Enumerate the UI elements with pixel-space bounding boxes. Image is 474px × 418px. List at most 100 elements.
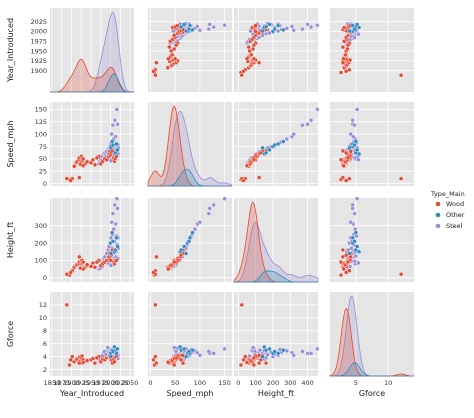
point-other — [190, 230, 195, 235]
point-other — [114, 235, 119, 241]
point-wood — [250, 46, 256, 52]
point-wood — [338, 70, 344, 75]
point-wood — [338, 259, 344, 265]
row-tick-label: 1925 — [30, 57, 47, 65]
point-steel — [206, 349, 211, 354]
panel-background — [148, 8, 232, 92]
point-wood — [398, 72, 404, 78]
row-axis-label: Gforce — [6, 321, 15, 347]
point-other — [110, 349, 116, 354]
point-wood — [79, 353, 85, 359]
point-steel — [197, 353, 203, 358]
col-tick-label: 2000 — [102, 379, 119, 387]
panel-background — [50, 102, 134, 186]
point-wood — [166, 56, 171, 61]
point-wood — [77, 175, 82, 180]
col-tick-label: 1950 — [83, 379, 100, 387]
point-wood — [90, 260, 96, 266]
point-other — [267, 22, 272, 27]
point-wood — [246, 44, 251, 50]
point-wood — [94, 155, 100, 161]
point-wood — [170, 52, 175, 58]
row-tick-label: 0 — [43, 274, 47, 282]
panel-Speed_mph-vs-Height_ft — [234, 102, 320, 186]
point-other — [272, 349, 277, 354]
point-steel — [352, 211, 357, 216]
point-wood — [249, 52, 254, 58]
point-wood — [92, 162, 98, 167]
row-tick-label: 100 — [35, 130, 47, 138]
point-steel — [206, 211, 211, 216]
point-other — [267, 346, 272, 352]
row-tick-label: 4 — [43, 353, 47, 361]
point-wood — [81, 156, 86, 162]
point-other — [113, 247, 118, 253]
point-other — [260, 28, 265, 34]
point-wood — [68, 178, 73, 183]
point-wood — [77, 360, 82, 366]
point-steel — [222, 346, 227, 352]
point-steel — [315, 346, 320, 352]
point-wood — [241, 178, 246, 183]
point-other — [178, 247, 184, 253]
point-wood — [114, 258, 119, 263]
col-tick-label: 1975 — [93, 379, 110, 387]
col-axis-label: Speed_mph — [166, 389, 213, 398]
col-axis-label: Height_ft — [258, 389, 294, 398]
point-wood — [81, 360, 86, 365]
point-steel — [222, 196, 227, 201]
panel-background — [330, 8, 414, 92]
point-steel — [354, 107, 360, 112]
point-wood — [341, 163, 346, 168]
panel-Year_Introduced-vs-Year_Introduced — [50, 8, 135, 93]
point-wood — [251, 157, 257, 163]
col-tick-label: 1850 — [44, 379, 61, 387]
point-wood — [64, 176, 70, 181]
point-wood — [343, 69, 349, 74]
point-wood — [241, 357, 246, 363]
point-wood — [173, 355, 179, 361]
kde-wood — [50, 58, 134, 93]
point-wood — [340, 175, 346, 180]
point-wood — [342, 25, 347, 30]
point-wood — [172, 56, 178, 61]
point-wood — [398, 176, 404, 181]
row-tick-label: 2025 — [30, 18, 47, 26]
point-wood — [171, 362, 177, 368]
legend-marker-wood — [435, 201, 441, 207]
point-wood — [72, 164, 77, 169]
kde-other — [148, 168, 232, 187]
col-axis-label: Gforce — [359, 389, 385, 398]
point-other — [260, 145, 265, 151]
point-wood — [340, 60, 346, 65]
col-tick-label: 100 — [194, 379, 206, 387]
point-wood — [151, 69, 156, 74]
point-other — [186, 26, 192, 32]
point-wood — [165, 65, 170, 70]
point-other — [115, 346, 120, 352]
point-wood — [244, 56, 250, 61]
point-steel — [197, 220, 203, 225]
point-wood — [347, 57, 353, 63]
point-wood — [84, 262, 90, 267]
point-wood — [343, 270, 349, 275]
point-steel — [300, 349, 305, 354]
point-steel — [291, 28, 296, 33]
point-steel — [352, 123, 357, 128]
point-steel — [195, 24, 200, 29]
point-steel — [112, 202, 118, 208]
point-steel — [315, 107, 320, 112]
point-steel — [308, 351, 314, 356]
point-wood — [67, 362, 72, 368]
point-wood — [343, 150, 349, 156]
point-steel — [356, 260, 361, 266]
kde-other — [50, 73, 135, 93]
point-other — [281, 27, 286, 33]
kde-steel — [148, 110, 233, 187]
point-steel — [115, 206, 120, 211]
point-wood — [340, 44, 346, 50]
row-tick-label: 1975 — [30, 38, 47, 46]
point-wood — [347, 176, 352, 181]
panel-background — [50, 198, 134, 282]
point-wood — [173, 42, 179, 48]
